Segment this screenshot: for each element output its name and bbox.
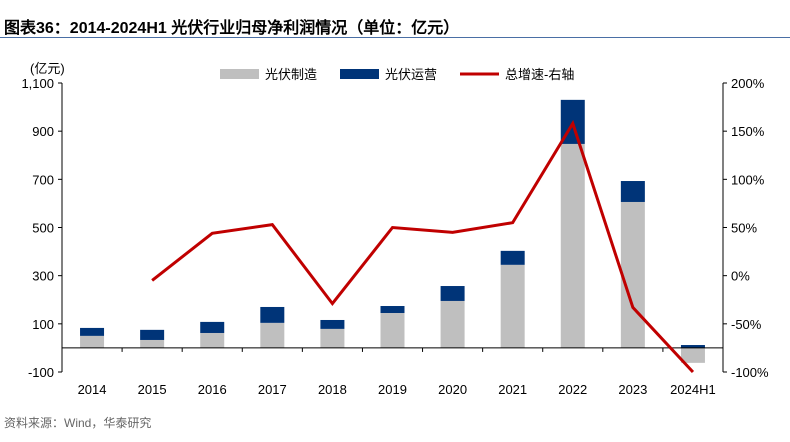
x-tick-label: 2020 — [438, 382, 467, 397]
bar-operations — [440, 286, 465, 301]
bar-manufacturing — [140, 339, 165, 348]
bar-operations — [320, 319, 345, 329]
bar-operations — [380, 306, 405, 313]
right-tick-label: 0% — [731, 269, 750, 284]
y-unit-label: (亿元) — [30, 61, 65, 76]
bar-manufacturing — [560, 143, 585, 348]
legend-swatch-manufacturing — [220, 69, 259, 79]
x-tick-label: 2014 — [78, 382, 107, 397]
bar-operations — [500, 250, 525, 265]
bar-manufacturing — [200, 332, 225, 348]
right-tick-label: -50% — [731, 317, 762, 332]
source-note: 资料来源：Wind，华泰研究 — [4, 416, 152, 430]
bar-manufacturing — [680, 347, 705, 363]
x-tick-label: 2019 — [378, 382, 407, 397]
left-tick-label: 700 — [32, 172, 54, 187]
x-tick-label: 2023 — [618, 382, 647, 397]
legend-label-manufacturing: 光伏制造 — [265, 67, 317, 82]
legend-label-growth: 总增速-右轴 — [505, 67, 574, 82]
bar-manufacturing — [440, 300, 465, 348]
bar-operations — [80, 327, 105, 336]
left-tick-label: 900 — [32, 124, 54, 139]
bar-operations — [140, 329, 165, 340]
left-tick-label: -100 — [28, 365, 54, 380]
right-tick-label: -100% — [731, 365, 769, 380]
x-tick-label: 2021 — [498, 382, 527, 397]
right-tick-label: 50% — [731, 221, 757, 236]
bar-operations — [260, 306, 285, 323]
x-tick-label: 2016 — [198, 382, 227, 397]
bar-manufacturing — [320, 328, 345, 348]
bar-manufacturing — [80, 335, 105, 348]
left-tick-label: 1,100 — [21, 76, 54, 91]
left-tick-label: 100 — [32, 317, 54, 332]
legend-label-operations: 光伏运营 — [385, 67, 437, 82]
x-tick-label: 2022 — [558, 382, 587, 397]
x-tick-label: 2024H1 — [670, 382, 716, 397]
bar-manufacturing — [500, 264, 525, 348]
bar-manufacturing — [260, 322, 285, 348]
bar-operations — [620, 181, 645, 202]
left-tick-label: 500 — [32, 221, 54, 236]
x-tick-label: 2017 — [258, 382, 287, 397]
bar-manufacturing — [380, 312, 405, 348]
x-tick-label: 2015 — [138, 382, 167, 397]
x-tick-label: 2018 — [318, 382, 347, 397]
bar-manufacturing — [620, 201, 645, 348]
chart-title: 图表36：2014-2024H1 光伏行业归母净利润情况（单位：亿元） — [4, 20, 460, 37]
title-divider — [0, 37, 790, 38]
right-tick-label: 100% — [731, 172, 765, 187]
right-tick-label: 150% — [731, 124, 765, 139]
bar-operations — [200, 321, 225, 333]
left-tick-label: 300 — [32, 269, 54, 284]
legend-swatch-operations — [340, 69, 379, 79]
bar-operations — [680, 345, 705, 348]
right-tick-label: 200% — [731, 76, 765, 91]
growth-line — [151, 119, 695, 374]
